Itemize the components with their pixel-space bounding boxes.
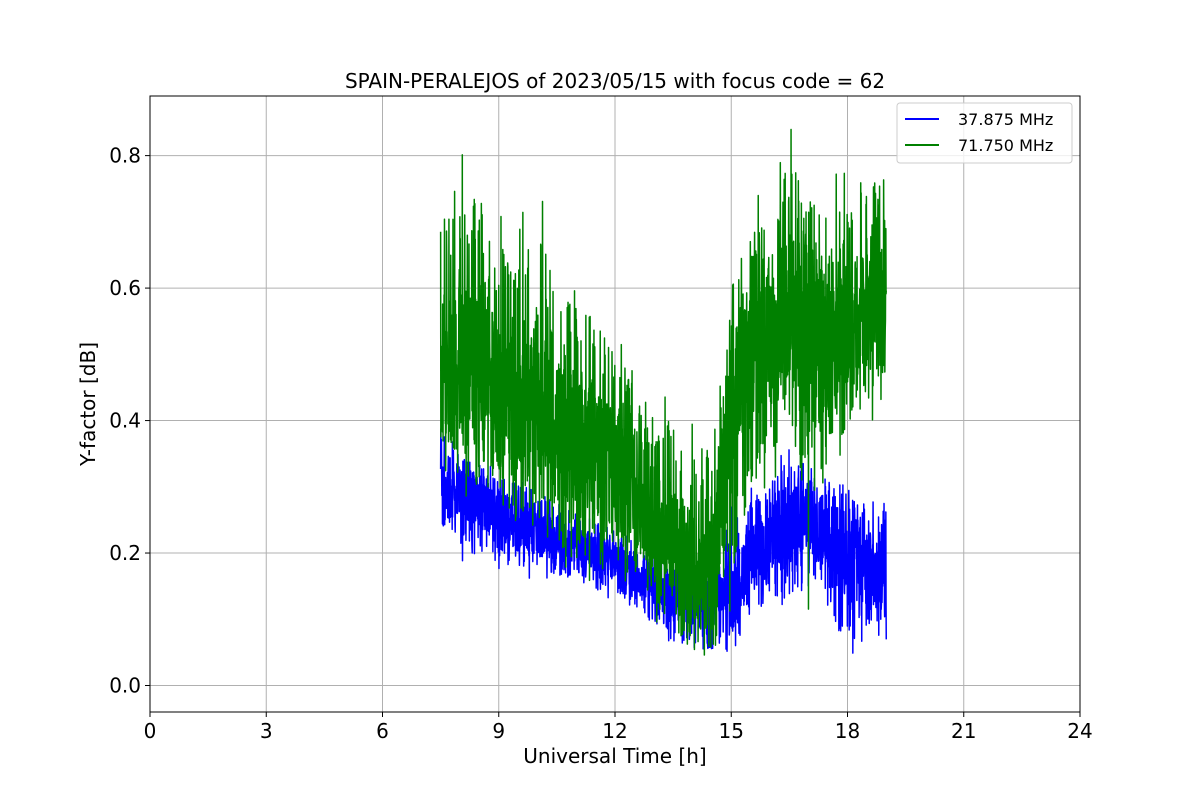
x-tick-label: 6 [376,719,389,743]
x-tick-label: 15 [719,719,744,743]
y-tick-label: 0.0 [109,674,141,698]
chart-title: SPAIN-PERALEJOS of 2023/05/15 with focus… [345,69,885,93]
x-tick-label: 18 [835,719,860,743]
y-axis-label: Y-factor [dB] [76,342,100,467]
legend: 37.875 MHz 71.750 MHz [896,102,1073,164]
y-tick-label: 0.6 [109,276,141,300]
x-tick-label: 21 [951,719,976,743]
x-tick-label: 9 [492,719,505,743]
plot-area [439,128,887,656]
y-tick-label: 0.2 [109,541,141,565]
legend-label: 71.750 MHz [958,136,1053,155]
x-tick-label: 0 [144,719,157,743]
y-tick-label: 0.4 [109,409,141,433]
y-tick-label: 0.8 [109,144,141,168]
x-tick-label: 24 [1067,719,1092,743]
legend-box [896,102,1073,164]
x-axis-label: Universal Time [h] [523,744,706,768]
legend-label: 37.875 MHz [958,110,1053,129]
x-tick-label: 12 [602,719,627,743]
series-line-2 [439,128,887,656]
y-axis: 0.0 0.2 0.4 0.6 0.8 [109,144,150,698]
x-axis: 0 3 6 9 12 15 18 21 24 [144,712,1093,743]
x-tick-label: 3 [260,719,273,743]
